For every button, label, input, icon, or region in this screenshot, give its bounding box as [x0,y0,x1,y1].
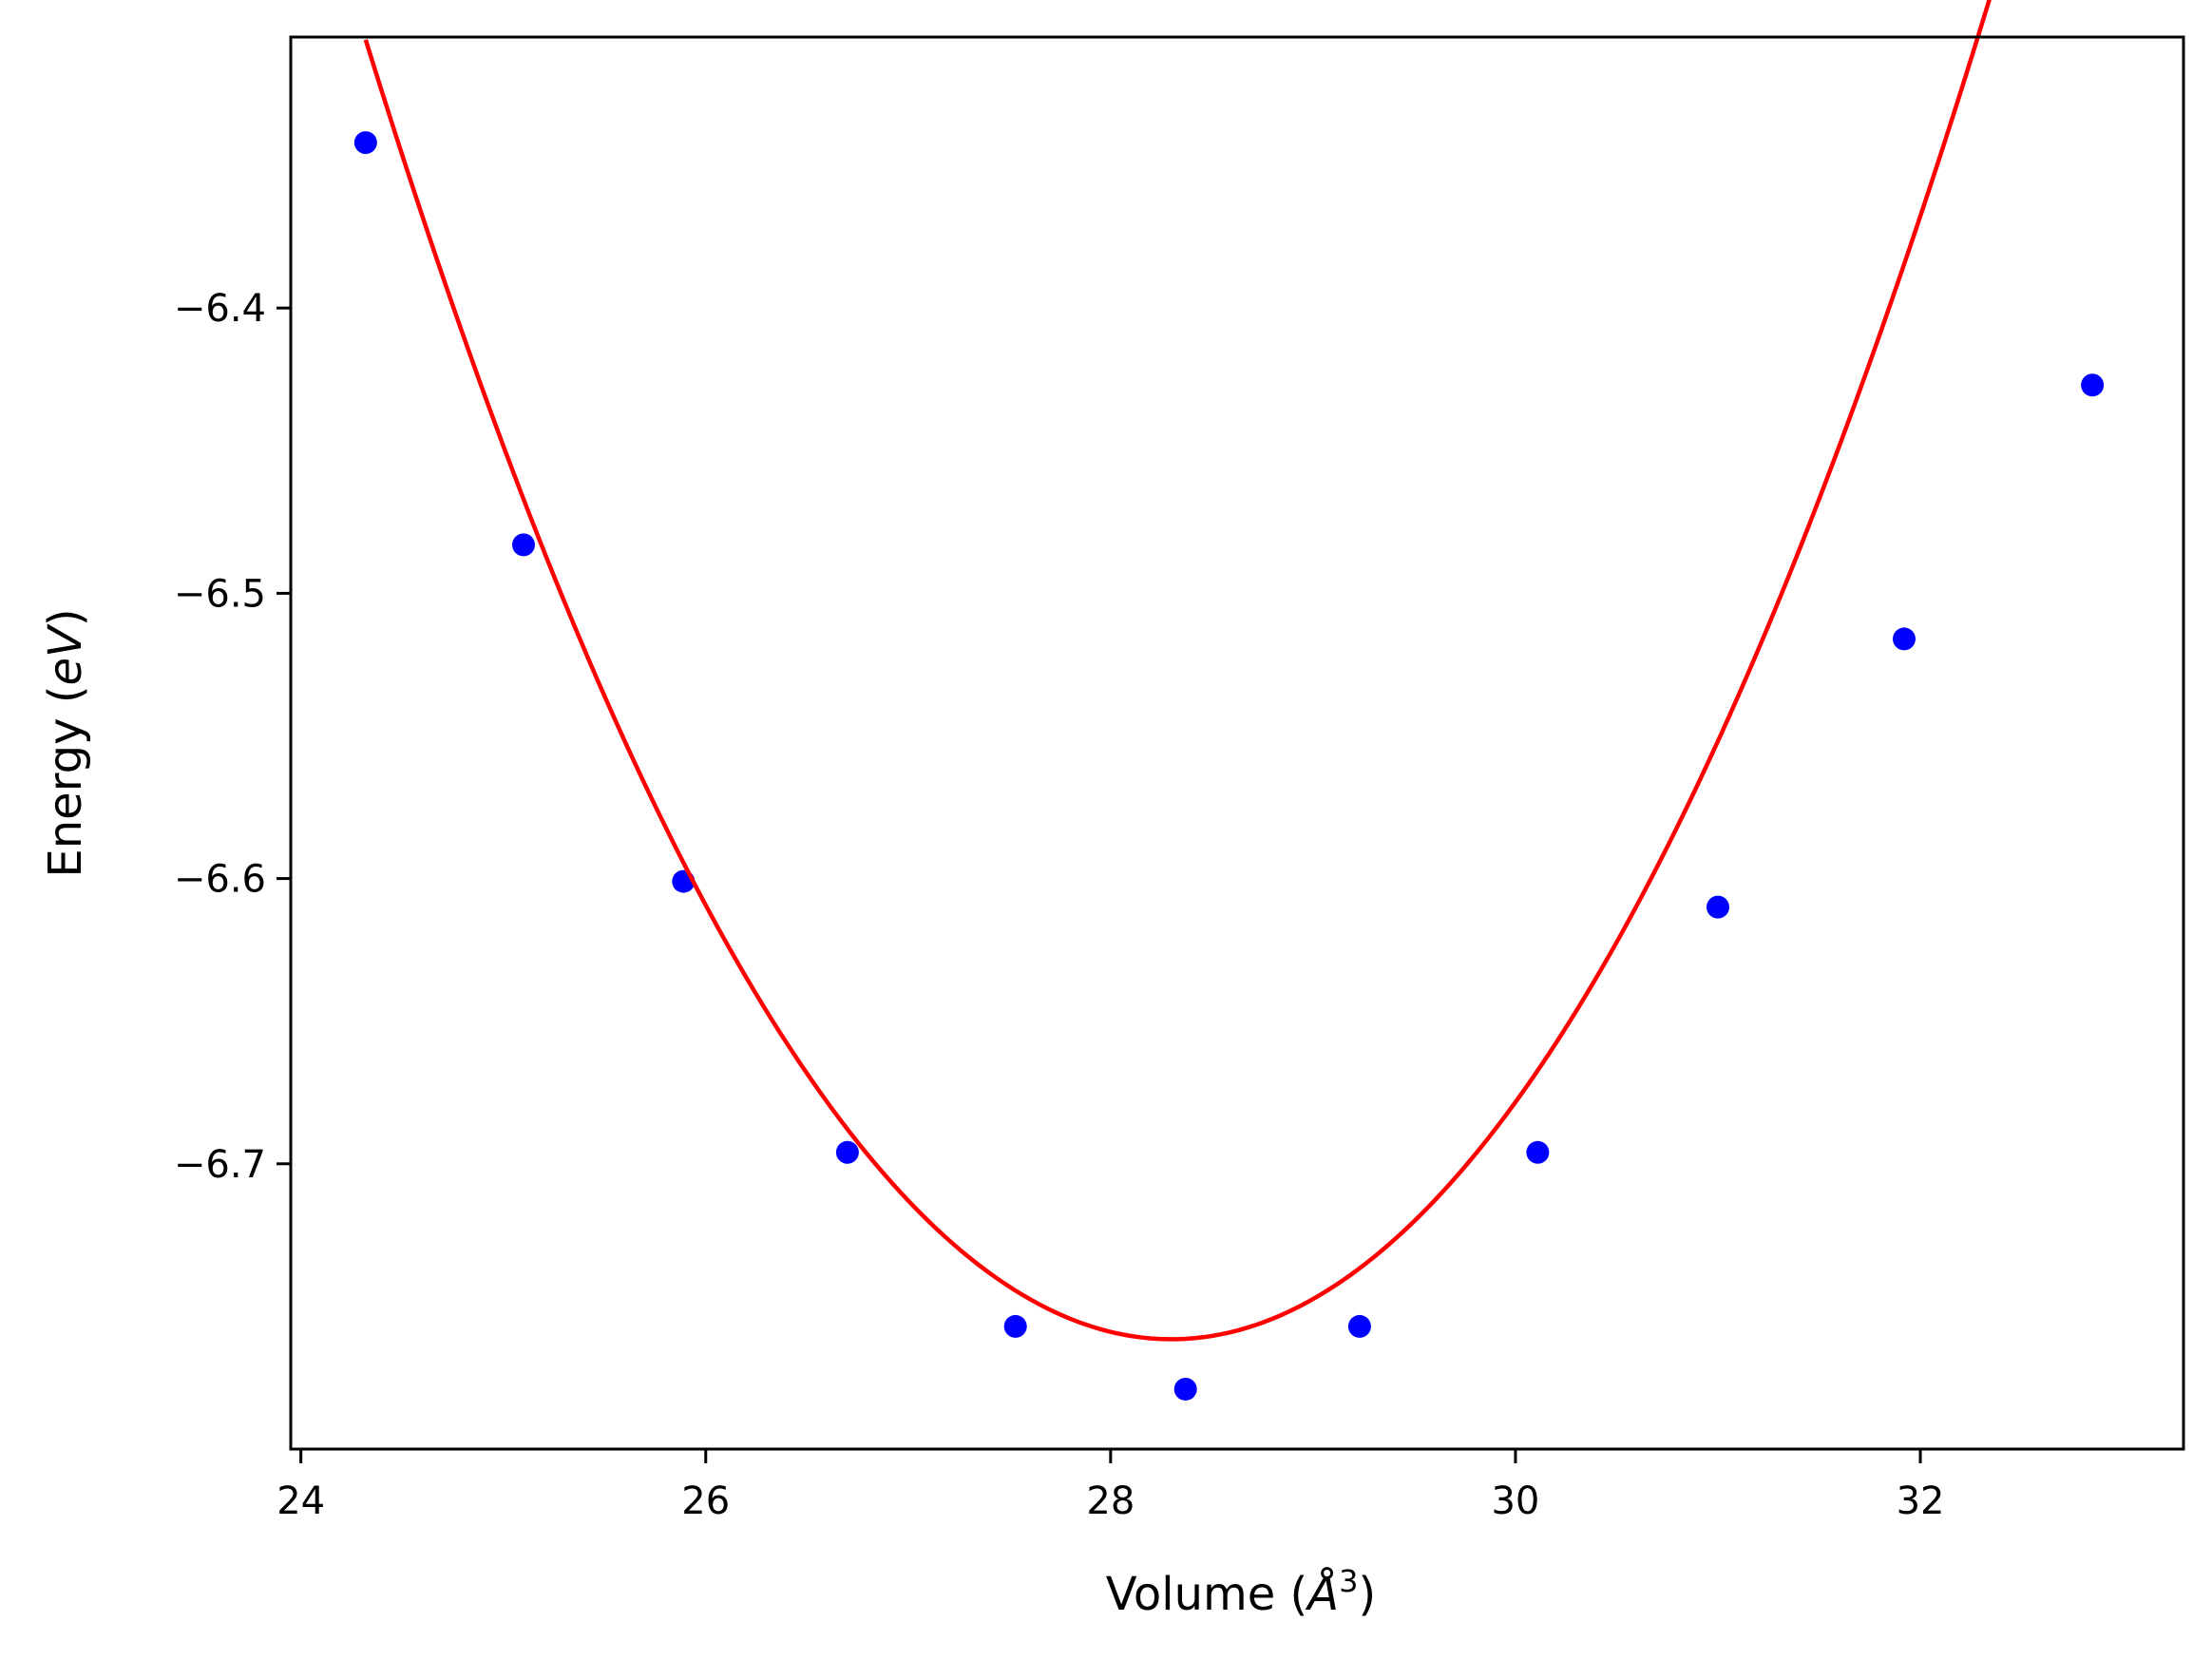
y-tick-label: −6.4 [174,287,266,331]
plot-frame [289,35,2185,1451]
y-tick-label: −6.5 [174,572,266,616]
data-point [1706,895,1729,919]
data-point [1892,627,1916,651]
y-tick-label: −6.6 [174,858,266,902]
data-point [512,533,536,557]
data-point [1003,1314,1027,1338]
x-axis-label: Volume (Å3) [1106,1563,1376,1621]
plot-area [353,0,2105,1401]
data-point [1526,1140,1550,1164]
y-axis-label: Energy (eV) [39,608,92,877]
axes: 24 26 28 30 32 −6.4 −6.5 −6.6 −6.7 [174,35,2185,1523]
x-tick-label: 24 [276,1479,325,1523]
x-tick-label: 32 [1897,1479,1945,1523]
data-point [2081,373,2105,397]
x-tick-label: 28 [1086,1479,1135,1523]
data-point [353,131,377,155]
data-point [1173,1377,1197,1401]
y-tick-label: −6.7 [174,1143,266,1187]
x-tick-label: 30 [1491,1479,1539,1523]
x-tick-label: 26 [681,1479,730,1523]
data-point [835,1140,859,1164]
data-point [1347,1314,1371,1338]
fit-curve [363,0,1992,1342]
